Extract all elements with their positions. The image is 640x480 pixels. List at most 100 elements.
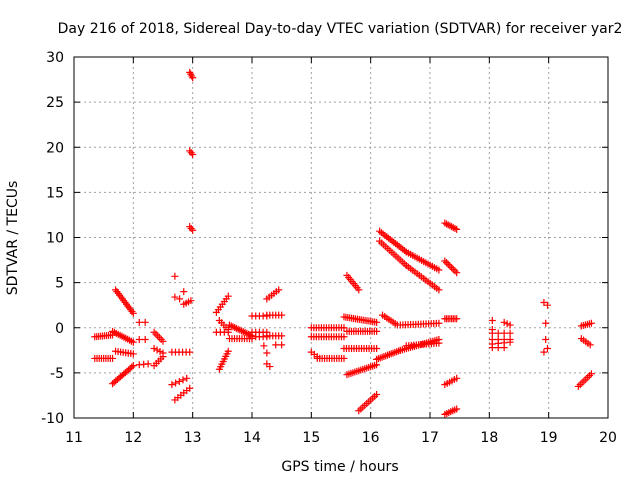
data-point — [340, 324, 348, 332]
x-tick-label: 17 — [421, 430, 439, 446]
data-point — [154, 332, 162, 340]
y-tick-label: 20 — [46, 140, 64, 156]
data-point — [500, 329, 508, 337]
data-point — [444, 260, 452, 268]
data-point — [449, 265, 457, 273]
x-tick-label: 18 — [480, 430, 498, 446]
data-point — [189, 74, 197, 82]
data-point — [451, 224, 459, 232]
y-tick-label: -5 — [50, 366, 64, 382]
data-point — [435, 339, 443, 347]
data-point — [224, 328, 232, 336]
data-point — [494, 329, 502, 337]
data-point — [275, 286, 283, 294]
data-point — [488, 344, 496, 352]
data-point — [340, 333, 348, 341]
plot-frame — [73, 56, 609, 419]
y-axis-label: SDTVAR / TECUs — [5, 181, 21, 296]
data-point — [260, 342, 268, 350]
data-point — [542, 319, 550, 327]
data-point — [135, 335, 143, 343]
data-point — [187, 297, 195, 305]
data-point — [453, 315, 461, 323]
data-point — [540, 348, 548, 356]
data-point — [168, 381, 176, 389]
data-point — [435, 286, 443, 294]
data-point — [150, 328, 158, 336]
x-tick-label: 11 — [65, 430, 83, 446]
data-point — [435, 319, 443, 327]
x-tick-label: 16 — [362, 430, 380, 446]
data-points — [91, 68, 595, 418]
y-tick-label: -10 — [41, 411, 64, 427]
data-point — [500, 318, 508, 326]
data-point — [129, 309, 137, 317]
data-point — [542, 335, 550, 343]
data-point — [488, 317, 496, 325]
data-point — [587, 370, 595, 378]
data-point — [340, 354, 348, 362]
data-point — [171, 293, 179, 301]
data-point — [506, 338, 514, 346]
data-point — [109, 354, 117, 362]
data-point — [503, 320, 511, 328]
data-point — [179, 376, 187, 384]
data-point — [453, 405, 461, 413]
data-point — [189, 226, 197, 234]
data-point — [129, 362, 137, 370]
data-point — [152, 330, 160, 338]
data-point — [278, 332, 286, 340]
y-tick-label: 5 — [55, 276, 64, 292]
data-point — [453, 225, 461, 233]
data-point — [224, 292, 232, 300]
data-point — [156, 348, 164, 356]
data-point — [373, 391, 381, 399]
data-point — [453, 374, 461, 382]
data-point — [443, 259, 451, 267]
data-point — [171, 272, 179, 280]
data-point — [451, 267, 459, 275]
data-point — [189, 150, 197, 158]
data-point — [155, 334, 163, 342]
data-point — [278, 311, 286, 319]
data-point — [159, 353, 167, 361]
data-point — [373, 327, 381, 335]
data-point — [373, 345, 381, 353]
data-point — [355, 286, 363, 294]
data-point — [141, 318, 149, 326]
data-point — [180, 288, 188, 296]
data-point — [129, 338, 137, 346]
data-point — [587, 319, 595, 327]
data-point — [153, 346, 161, 354]
x-tick-label: 20 — [599, 430, 617, 446]
data-point — [441, 257, 449, 265]
data-point — [128, 363, 136, 371]
data-point — [540, 298, 548, 306]
data-point — [373, 318, 381, 326]
data-point — [187, 224, 195, 232]
data-point — [129, 350, 137, 358]
x-axis-label: GPS time / hours — [281, 459, 398, 475]
data-point — [272, 341, 280, 349]
data-point — [435, 266, 443, 274]
data-point — [157, 335, 165, 343]
y-tick-label: 25 — [46, 95, 64, 111]
data-point — [224, 347, 232, 355]
data-point — [543, 345, 551, 353]
data-point — [453, 269, 461, 277]
data-point — [172, 379, 180, 387]
x-tick-label: 15 — [302, 430, 320, 446]
data-point — [150, 345, 158, 353]
data-point — [506, 329, 514, 337]
data-point — [500, 344, 508, 352]
data-point — [506, 321, 514, 329]
axes: 11 12 13 14 15 16 17 18 19 20 -10 -5 0 5 10 15 20 25 30 — [41, 50, 617, 446]
data-point — [494, 344, 502, 352]
y-tick-label: 10 — [46, 231, 64, 247]
y-tick-label: 0 — [55, 321, 64, 337]
x-tick-label: 14 — [243, 430, 261, 446]
data-point — [543, 301, 551, 309]
data-point — [186, 348, 194, 356]
data-point — [186, 384, 194, 392]
x-tick-label: 13 — [184, 430, 202, 446]
